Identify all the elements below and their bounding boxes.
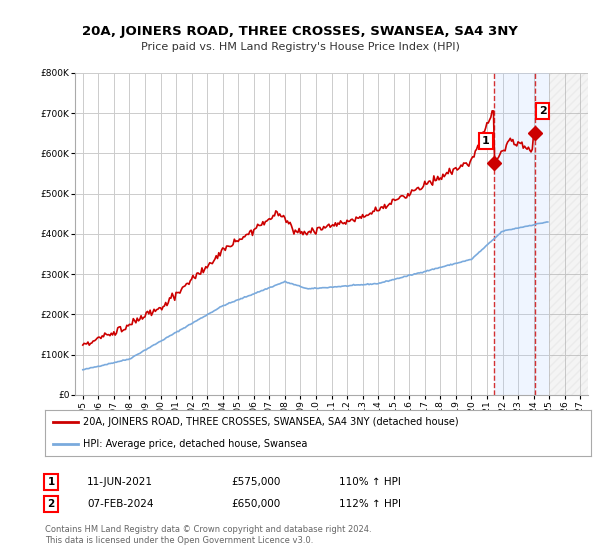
Text: 112% ↑ HPI: 112% ↑ HPI xyxy=(339,499,401,509)
Text: Price paid vs. HM Land Registry's House Price Index (HPI): Price paid vs. HM Land Registry's House … xyxy=(140,42,460,52)
Text: 07-FEB-2024: 07-FEB-2024 xyxy=(87,499,154,509)
Text: 20A, JOINERS ROAD, THREE CROSSES, SWANSEA, SA4 3NY (detached house): 20A, JOINERS ROAD, THREE CROSSES, SWANSE… xyxy=(83,417,459,427)
Bar xyxy=(494,73,549,395)
Bar xyxy=(549,73,588,395)
Text: 1: 1 xyxy=(47,477,55,487)
Text: £575,000: £575,000 xyxy=(231,477,280,487)
Text: 1: 1 xyxy=(482,136,490,146)
Text: 20A, JOINERS ROAD, THREE CROSSES, SWANSEA, SA4 3NY: 20A, JOINERS ROAD, THREE CROSSES, SWANSE… xyxy=(82,25,518,38)
Text: 11-JUN-2021: 11-JUN-2021 xyxy=(87,477,153,487)
Text: 110% ↑ HPI: 110% ↑ HPI xyxy=(339,477,401,487)
Text: Contains HM Land Registry data © Crown copyright and database right 2024.
This d: Contains HM Land Registry data © Crown c… xyxy=(45,525,371,545)
Text: £650,000: £650,000 xyxy=(231,499,280,509)
Text: HPI: Average price, detached house, Swansea: HPI: Average price, detached house, Swan… xyxy=(83,439,308,449)
Text: 2: 2 xyxy=(47,499,55,509)
Text: 2: 2 xyxy=(539,106,547,116)
